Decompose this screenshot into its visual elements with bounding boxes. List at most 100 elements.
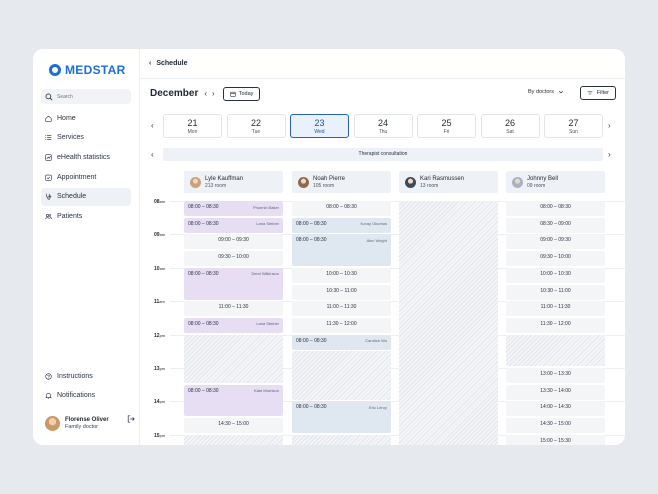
hour-label: 12pm: [154, 332, 166, 339]
bell-icon: [45, 393, 52, 399]
slot-time: 13:30 – 14:00: [540, 387, 571, 394]
appointment[interactable]: 08:00 – 08:30 Alec Wright: [292, 234, 391, 267]
logo[interactable]: MEDSTAR: [49, 63, 126, 77]
sidebar-item-label: Appointment: [57, 173, 97, 181]
free-slot[interactable]: 11:00 – 11:30: [506, 301, 605, 317]
doctor-room: 09 room: [527, 182, 546, 189]
appointment[interactable]: 08:00 – 08:30 Koray Okumus: [292, 217, 391, 233]
prev-week-icon[interactable]: ‹: [151, 121, 154, 130]
sidebar-item-appointment[interactable]: Appointment: [41, 168, 131, 186]
patient-name: Candice Wu: [365, 338, 387, 344]
free-slot[interactable]: 08:00 – 08:30: [292, 201, 391, 217]
sidebar-item-services[interactable]: Services: [41, 129, 131, 147]
appointment[interactable]: 08:00 – 08:30 Lana Steiner: [184, 317, 283, 333]
main-content: ‹ Schedule December ‹ › Today By doctors…: [140, 49, 625, 445]
free-slot[interactable]: 09:30 – 10:00: [184, 251, 283, 267]
day-sat[interactable]: 26 Sat: [480, 114, 540, 138]
unavailable-block: [506, 334, 605, 367]
sidebar-item-instructions[interactable]: Instructions: [41, 367, 131, 385]
day-mon[interactable]: 21 Mon: [163, 114, 222, 138]
day-number: 27: [568, 118, 579, 128]
page-title: Schedule: [156, 60, 188, 67]
free-slot[interactable]: 10:30 – 11:00: [292, 284, 391, 300]
next-week-icon[interactable]: ›: [608, 121, 611, 130]
sidebar-item-ehealth-statistics[interactable]: eHealth statistics: [41, 148, 131, 166]
free-slot[interactable]: 08:30 – 09:00: [506, 217, 605, 233]
free-slot[interactable]: 13:30 – 14:00: [506, 384, 605, 400]
free-slot[interactable]: 11:30 – 12:00: [506, 317, 605, 333]
slot-time: 09:30 – 10:00: [540, 254, 571, 261]
appointment-time: 08:00 – 08:30: [296, 337, 327, 344]
next-service-icon[interactable]: ›: [608, 150, 611, 159]
doctor-header[interactable]: Kari Rasmussen 13 room: [399, 171, 498, 193]
day-fri[interactable]: 25 Fri: [417, 114, 476, 138]
free-slot[interactable]: 08:00 – 08:30: [506, 201, 605, 217]
sidebar-item-home[interactable]: Home: [41, 109, 131, 127]
next-month-icon[interactable]: ›: [212, 89, 215, 98]
appointment[interactable]: 08:00 – 08:30 Lana Steiner: [184, 217, 283, 233]
prev-service-icon[interactable]: ‹: [151, 150, 154, 159]
appointment[interactable]: 08:00 – 08:30 Phoenix Baker: [184, 201, 283, 217]
free-slot[interactable]: 10:30 – 11:00: [506, 284, 605, 300]
slot-time: 13:00 – 13:30: [540, 371, 571, 377]
patient-name: Alec Wright: [366, 237, 387, 243]
free-slot[interactable]: 10:00 – 10:30: [292, 267, 391, 283]
appointment[interactable]: 08:00 – 08:30 Demi Wilkinson: [184, 267, 283, 300]
free-slot[interactable]: 15:00 – 15:30: [506, 434, 605, 445]
doctor-header[interactable]: Johnny Bell 09 room: [506, 171, 605, 193]
sidebar-item-label: Home: [57, 114, 76, 122]
search-input[interactable]: [57, 93, 127, 100]
logout-icon[interactable]: [127, 415, 135, 423]
hour-label: 08am: [154, 199, 166, 205]
slot-time: 09:00 – 09:30: [540, 237, 571, 244]
user-profile[interactable]: Florense Oliver Family doctor: [45, 415, 135, 431]
appointment-time: 08:00 – 08:30: [188, 220, 219, 227]
appointment[interactable]: 08:00 – 08:30 Candice Wu: [292, 334, 391, 350]
free-slot[interactable]: 14:30 – 15:00: [506, 418, 605, 434]
prev-month-icon[interactable]: ‹: [204, 89, 208, 98]
hour-gridline: [170, 401, 625, 403]
free-slot[interactable]: 14:00 – 14:30: [506, 401, 605, 417]
patient-name: Demi Wilkinson: [251, 271, 279, 277]
appointment-time: 08:00 – 08:30: [188, 270, 219, 277]
slot-time: 15:00 – 15:30: [540, 437, 571, 444]
app-window: MEDSTAR Home Services eHealth statistics Ap…: [33, 49, 625, 445]
by-doctors-dropdown[interactable]: By doctors: [528, 89, 564, 95]
day-wed[interactable]: 23 Wed: [290, 114, 349, 138]
free-slot[interactable]: 09:00 – 09:30: [184, 234, 283, 250]
search-box[interactable]: [41, 89, 131, 104]
doctor-header[interactable]: Noah Pierre 105 room: [292, 171, 391, 193]
doctor-name: Johnny Bell: [527, 175, 559, 182]
appointment[interactable]: 08:00 – 08:30 Eric Leroy: [292, 401, 391, 434]
doctor-avatar: [298, 176, 309, 188]
stethoscope-icon: [46, 193, 52, 200]
free-slot[interactable]: 11:00 – 11:30: [184, 301, 283, 317]
today-button[interactable]: Today: [222, 86, 261, 101]
free-slot[interactable]: 14:30 – 15:00: [184, 418, 283, 434]
free-slot[interactable]: 11:00 – 11:30: [292, 301, 391, 317]
free-slot[interactable]: 09:00 – 09:30: [506, 234, 605, 250]
doctor-column: 08:00 – 08:30 08:30 – 09:00 09:00 – 09:30 0…: [506, 199, 605, 445]
free-slot[interactable]: 11:30 – 12:00: [292, 317, 391, 333]
day-thu[interactable]: 24 Thu: [353, 114, 413, 138]
day-sun[interactable]: 27 Sun: [544, 114, 603, 138]
free-slot[interactable]: 09:30 – 10:00: [506, 251, 605, 267]
free-slot[interactable]: 13:00 – 13:30: [506, 368, 605, 384]
appointment[interactable]: 08:00 – 08:30 Kate Morrison: [184, 384, 283, 417]
day-tue[interactable]: 22 Tue: [226, 114, 286, 138]
slot-time: 11:00 – 11:30: [326, 304, 357, 311]
sidebar-item-label: Notifications: [57, 392, 96, 400]
service-row: ‹ Therapist consultation ›: [140, 148, 625, 161]
filter-button[interactable]: Filter: [579, 86, 616, 100]
day-number: 25: [441, 118, 452, 128]
appointment-time: 08:00 – 08:30: [296, 404, 327, 411]
doctor-header[interactable]: Lyle Kauffman 213 room: [184, 171, 283, 193]
back-icon[interactable]: ‹: [149, 60, 152, 67]
sidebar-item-patients[interactable]: Patients: [41, 207, 131, 225]
sidebar-item-schedule[interactable]: Schedule: [41, 187, 131, 206]
therapist-consultation[interactable]: Therapist consultation: [163, 148, 603, 161]
free-slot[interactable]: 10:00 – 10:30: [506, 267, 605, 283]
sidebar-item-notifications[interactable]: Notifications: [41, 387, 131, 405]
day-name: Fri: [443, 129, 450, 135]
filter-icon: [587, 91, 593, 95]
